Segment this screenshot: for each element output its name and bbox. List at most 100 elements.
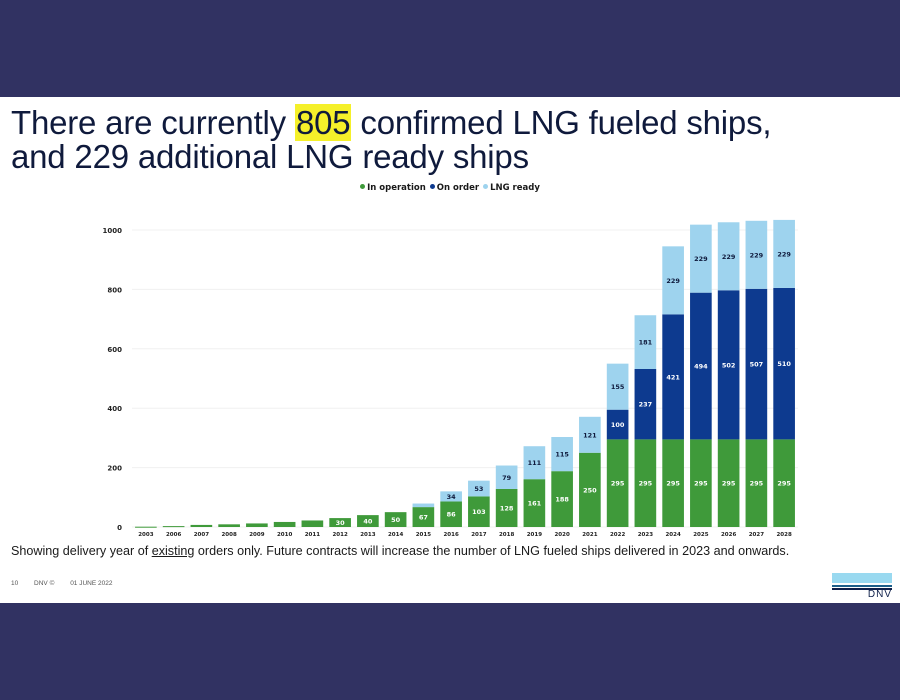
data-label-lng-ready: 121 bbox=[583, 431, 597, 439]
data-label-in-operation: 295 bbox=[611, 480, 625, 488]
x-tick-label: 2021 bbox=[582, 532, 597, 538]
y-tick-label: 0 bbox=[117, 524, 122, 532]
data-label-lng-ready: 111 bbox=[528, 459, 542, 467]
x-tick-label: 2013 bbox=[360, 532, 375, 538]
bar-in-operation-2016 bbox=[440, 501, 462, 527]
data-label-in-operation: 161 bbox=[528, 500, 542, 508]
x-tick-label: 2003 bbox=[138, 532, 153, 538]
slide: There are currently 805 confirmed LNG fu… bbox=[0, 97, 900, 603]
x-tick-label: 2018 bbox=[499, 532, 514, 538]
bar-lng-ready-2026 bbox=[717, 222, 740, 291]
bar-on-order-2022 bbox=[606, 409, 629, 440]
data-label-in-operation: 295 bbox=[777, 480, 791, 488]
legend-label: In operation bbox=[367, 183, 426, 193]
bar-on-order-2024 bbox=[662, 314, 684, 440]
data-label-in-operation: 295 bbox=[666, 480, 680, 488]
bar-in-operation-2025 bbox=[690, 439, 712, 527]
footnote: Showing delivery year of existing orders… bbox=[11, 544, 896, 558]
bar-lng-ready-2023 bbox=[634, 315, 657, 369]
bar-in-operation-2022 bbox=[606, 439, 629, 527]
data-label-in-operation: 40 bbox=[363, 518, 373, 526]
data-label-on-order: 510 bbox=[777, 360, 791, 368]
data-label-in-operation: 295 bbox=[750, 480, 764, 488]
bar-in-operation-2007 bbox=[190, 524, 213, 527]
x-tick-label: 2020 bbox=[554, 532, 569, 538]
bar-in-operation-2015 bbox=[412, 507, 435, 527]
x-tick-label: 2012 bbox=[332, 532, 347, 538]
legend-item-in-operation: In operation bbox=[360, 183, 426, 193]
bar-in-operation-2013 bbox=[357, 515, 379, 527]
data-label-in-operation: 188 bbox=[555, 496, 569, 504]
logo-text: DNV bbox=[867, 589, 892, 600]
y-tick-label: 600 bbox=[107, 346, 122, 354]
x-tick-label: 2019 bbox=[527, 532, 542, 538]
copyright: DNV © bbox=[34, 580, 55, 587]
data-label-on-order: 237 bbox=[639, 401, 653, 409]
bar-in-operation-2011 bbox=[301, 520, 324, 527]
data-label-on-order: 494 bbox=[694, 363, 708, 371]
bar-in-operation-2024 bbox=[662, 439, 684, 527]
data-label-lng-ready: 115 bbox=[555, 451, 569, 459]
bar-on-order-2028 bbox=[773, 287, 795, 440]
bar-on-order-2025 bbox=[690, 292, 712, 440]
data-label-in-operation: 295 bbox=[639, 480, 653, 488]
bar-in-operation-2003 bbox=[135, 526, 157, 528]
bar-lng-ready-2016 bbox=[440, 491, 462, 502]
title-text-part2: confirmed LNG fueled ships, bbox=[351, 104, 772, 141]
x-tick-label: 2007 bbox=[194, 532, 209, 538]
bar-in-operation-2006 bbox=[162, 526, 185, 528]
data-label-on-order: 100 bbox=[611, 421, 625, 429]
bar-lng-ready-2022 bbox=[606, 363, 629, 410]
slide-footer: 10 DNV © 01 JUNE 2022 bbox=[11, 580, 126, 587]
bar-in-operation-2014 bbox=[384, 512, 407, 527]
x-tick-label: 2028 bbox=[776, 532, 791, 538]
title-text-part1: There are currently bbox=[11, 104, 295, 141]
bar-on-order-2023 bbox=[634, 368, 657, 440]
logo-stripe-light bbox=[832, 573, 892, 583]
y-tick-label: 1000 bbox=[103, 227, 123, 235]
data-label-in-operation: 103 bbox=[472, 508, 486, 516]
data-label-in-operation: 295 bbox=[694, 480, 708, 488]
data-label-on-order: 507 bbox=[750, 361, 764, 369]
x-tick-label: 2027 bbox=[749, 532, 764, 538]
x-tick-label: 2016 bbox=[443, 532, 458, 538]
bar-in-operation-2010 bbox=[273, 521, 296, 527]
bar-in-operation-2009 bbox=[246, 523, 268, 527]
bar-in-operation-2012 bbox=[329, 518, 351, 527]
bar-on-order-2026 bbox=[717, 290, 740, 440]
data-label-lng-ready: 79 bbox=[502, 474, 512, 482]
bar-in-operation-2027 bbox=[745, 439, 768, 527]
x-tick-label: 2023 bbox=[638, 532, 653, 538]
x-tick-label: 2009 bbox=[249, 532, 264, 538]
x-tick-label: 2011 bbox=[305, 532, 320, 538]
x-tick-label: 2022 bbox=[610, 532, 625, 538]
title-highlight-number: 805 bbox=[294, 104, 352, 141]
y-tick-label: 800 bbox=[107, 286, 122, 294]
data-label-lng-ready: 229 bbox=[666, 277, 680, 285]
logo-stripe-dark bbox=[832, 588, 892, 590]
bar-lng-ready-2027 bbox=[745, 220, 768, 289]
data-label-lng-ready: 229 bbox=[722, 253, 736, 261]
data-label-lng-ready: 181 bbox=[639, 339, 653, 347]
bar-in-operation-2019 bbox=[523, 479, 546, 527]
legend-item-on-order: On order bbox=[429, 183, 479, 193]
legend-label: LNG ready bbox=[490, 183, 540, 193]
bar-in-operation-2023 bbox=[634, 439, 657, 527]
x-tick-label: 2010 bbox=[277, 532, 292, 538]
data-label-in-operation: 67 bbox=[419, 514, 428, 522]
x-tick-label: 2026 bbox=[721, 532, 736, 538]
x-tick-label: 2014 bbox=[388, 532, 403, 538]
data-label-in-operation: 250 bbox=[583, 486, 597, 494]
bar-lng-ready-2020 bbox=[551, 437, 573, 472]
data-label-lng-ready: 53 bbox=[474, 485, 483, 493]
bar-in-operation-2017 bbox=[468, 496, 490, 527]
bar-on-order-2027 bbox=[745, 288, 768, 440]
bar-in-operation-2008 bbox=[218, 524, 240, 527]
dnv-logo: DNV bbox=[832, 571, 892, 600]
data-label-in-operation: 295 bbox=[722, 480, 736, 488]
bar-in-operation-2026 bbox=[717, 439, 740, 527]
bar-lng-ready-2017 bbox=[468, 480, 490, 497]
bar-lng-ready-2021 bbox=[579, 416, 601, 453]
bar-lng-ready-2025 bbox=[690, 224, 712, 293]
legend-swatch-icon bbox=[360, 184, 366, 189]
